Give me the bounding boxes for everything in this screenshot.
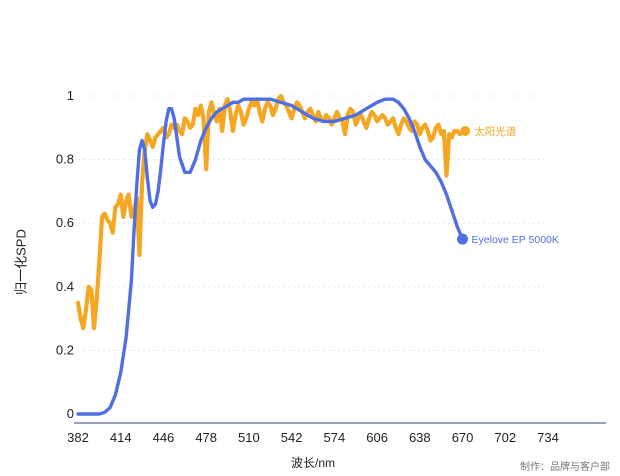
x-tick-label-10: 702	[494, 430, 516, 445]
credit-text: 制作：品牌与客户部	[520, 462, 610, 473]
x-tick-label-5: 542	[281, 430, 303, 445]
x-tick-label-11: 734	[537, 430, 559, 445]
y-tick-label-4: 0.8	[56, 152, 74, 167]
x-tick-label-9: 670	[452, 430, 474, 445]
series-end-marker-solar	[460, 125, 471, 136]
y-tick-label-5: 1	[67, 88, 74, 103]
y-tick-label-1: 0.2	[56, 342, 74, 357]
x-tick-label-6: 574	[324, 430, 346, 445]
x-tick-label-3: 478	[195, 430, 217, 445]
y-tick-label-2: 0.4	[56, 279, 74, 294]
x-tick-label-4: 510	[238, 430, 260, 445]
x-tick-label-8: 638	[409, 430, 431, 445]
y-axis-label: 归一化SPD	[13, 229, 29, 295]
x-tick-label-7: 606	[366, 430, 388, 445]
series-label-solar: 太阳光谱	[474, 125, 516, 138]
y-tick-label-0: 0	[67, 406, 74, 421]
x-tick-label-0: 382	[67, 430, 89, 445]
series-line-solar	[75, 93, 468, 331]
series-end-marker-eyelove	[457, 233, 469, 245]
x-tick-label-2: 446	[153, 430, 175, 445]
series-label-eyelove: Eyelove EP 5000K	[472, 234, 559, 246]
series-line-eyelove	[76, 97, 465, 416]
x-axis-label: 波长/nm	[290, 456, 336, 470]
x-tick-label-1: 414	[110, 430, 132, 445]
y-tick-label-3: 0.6	[56, 215, 74, 230]
